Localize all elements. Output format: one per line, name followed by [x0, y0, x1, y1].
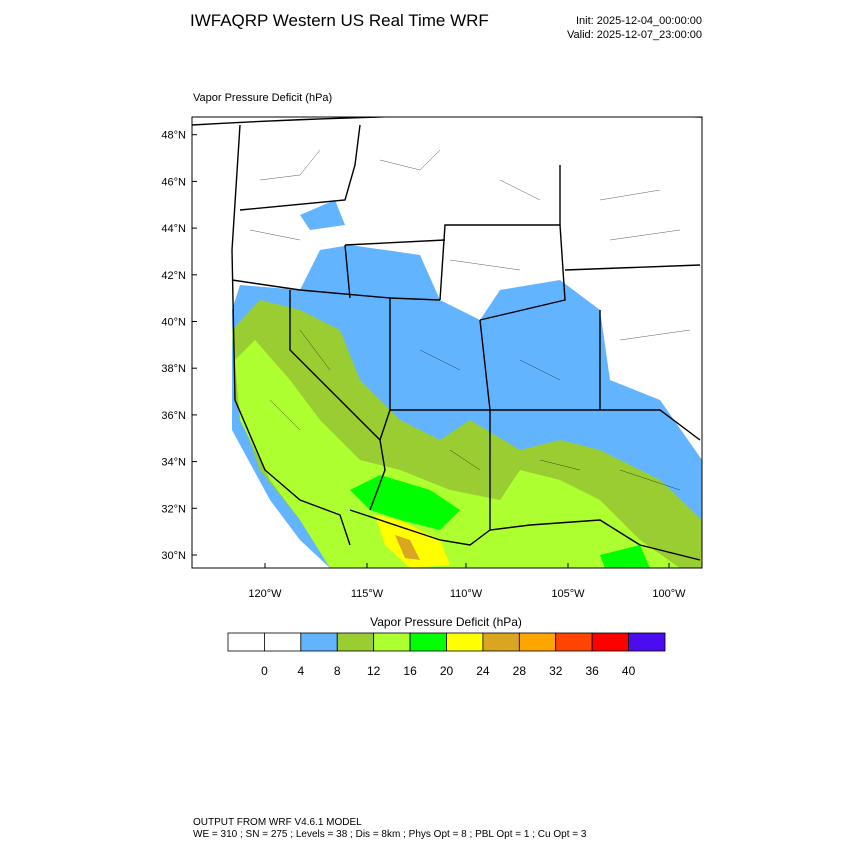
lon-labels: 120°W 115°W 110°W 105°W 100°W [248, 563, 686, 600]
valid-time: Valid: 2025-12-07_23:00:00 [567, 29, 702, 41]
colorbar-box [591, 632, 629, 652]
colorbar-label: 12 [367, 664, 381, 678]
lat-label: 36°N [161, 410, 186, 422]
map-frame [191, 116, 703, 569]
lat-label: 38°N [161, 363, 186, 375]
lat-label: 40°N [161, 317, 186, 329]
lat-label: 32°N [161, 503, 186, 515]
colorbar-box [336, 632, 375, 652]
lat-label: 48°N [161, 130, 186, 142]
lat-label: 44°N [161, 223, 186, 235]
colorbar-box [555, 632, 593, 652]
lat-label: 30°N [161, 550, 186, 562]
colorbar: 0 4 8 12 16 20 24 28 32 36 40 [227, 632, 666, 678]
lon-label: 100°W [652, 588, 686, 600]
colorbar-label: 40 [622, 664, 636, 678]
footer-line2: WE = 310 ; SN = 275 ; Levels = 38 ; Dis … [193, 829, 587, 840]
colorbar-label: 16 [403, 664, 417, 678]
footer-line1: OUTPUT FROM WRF V4.6.1 MODEL [193, 817, 362, 828]
title: IWFAQRP Western US Real Time WRF [190, 11, 489, 30]
lat-labels: 30°N 32°N 34°N 36°N 38°N 40°N 42°N 44°N 46°N 48°N [161, 130, 197, 562]
lat-label: 42°N [161, 270, 186, 282]
colorbar-box [264, 632, 302, 652]
colorbar-label: 28 [513, 664, 527, 678]
lon-label: 115°W [351, 588, 384, 600]
lat-label: 34°N [161, 457, 186, 469]
lon-label: 110°W [450, 588, 483, 600]
colorbar-label: 20 [440, 664, 454, 678]
field-label: Vapor Pressure Deficit (hPa) [193, 92, 332, 104]
colorbar-box [628, 632, 666, 652]
colorbar-title: Vapor Pressure Deficit (hPa) [370, 615, 522, 629]
colorbar-box [227, 632, 265, 652]
colorbar-label: 4 [297, 664, 304, 678]
colorbar-label: 8 [334, 664, 341, 678]
colorbar-label: 24 [476, 664, 490, 678]
lon-label: 120°W [248, 588, 282, 600]
colorbar-label: 32 [549, 664, 563, 678]
colorbar-label: 0 [261, 664, 268, 678]
colorbar-box [373, 632, 411, 652]
lon-label: 105°W [551, 588, 585, 600]
colorbar-box [518, 632, 557, 652]
map [192, 117, 702, 568]
colorbar-box [482, 632, 520, 652]
colorbar-box [300, 632, 338, 652]
colorbar-box [409, 632, 447, 652]
colorbar-label: 36 [585, 664, 599, 678]
init-time: Init: 2025-12-04_00:00:00 [576, 15, 702, 27]
lat-label: 46°N [161, 176, 186, 188]
colorbar-box [446, 632, 484, 652]
